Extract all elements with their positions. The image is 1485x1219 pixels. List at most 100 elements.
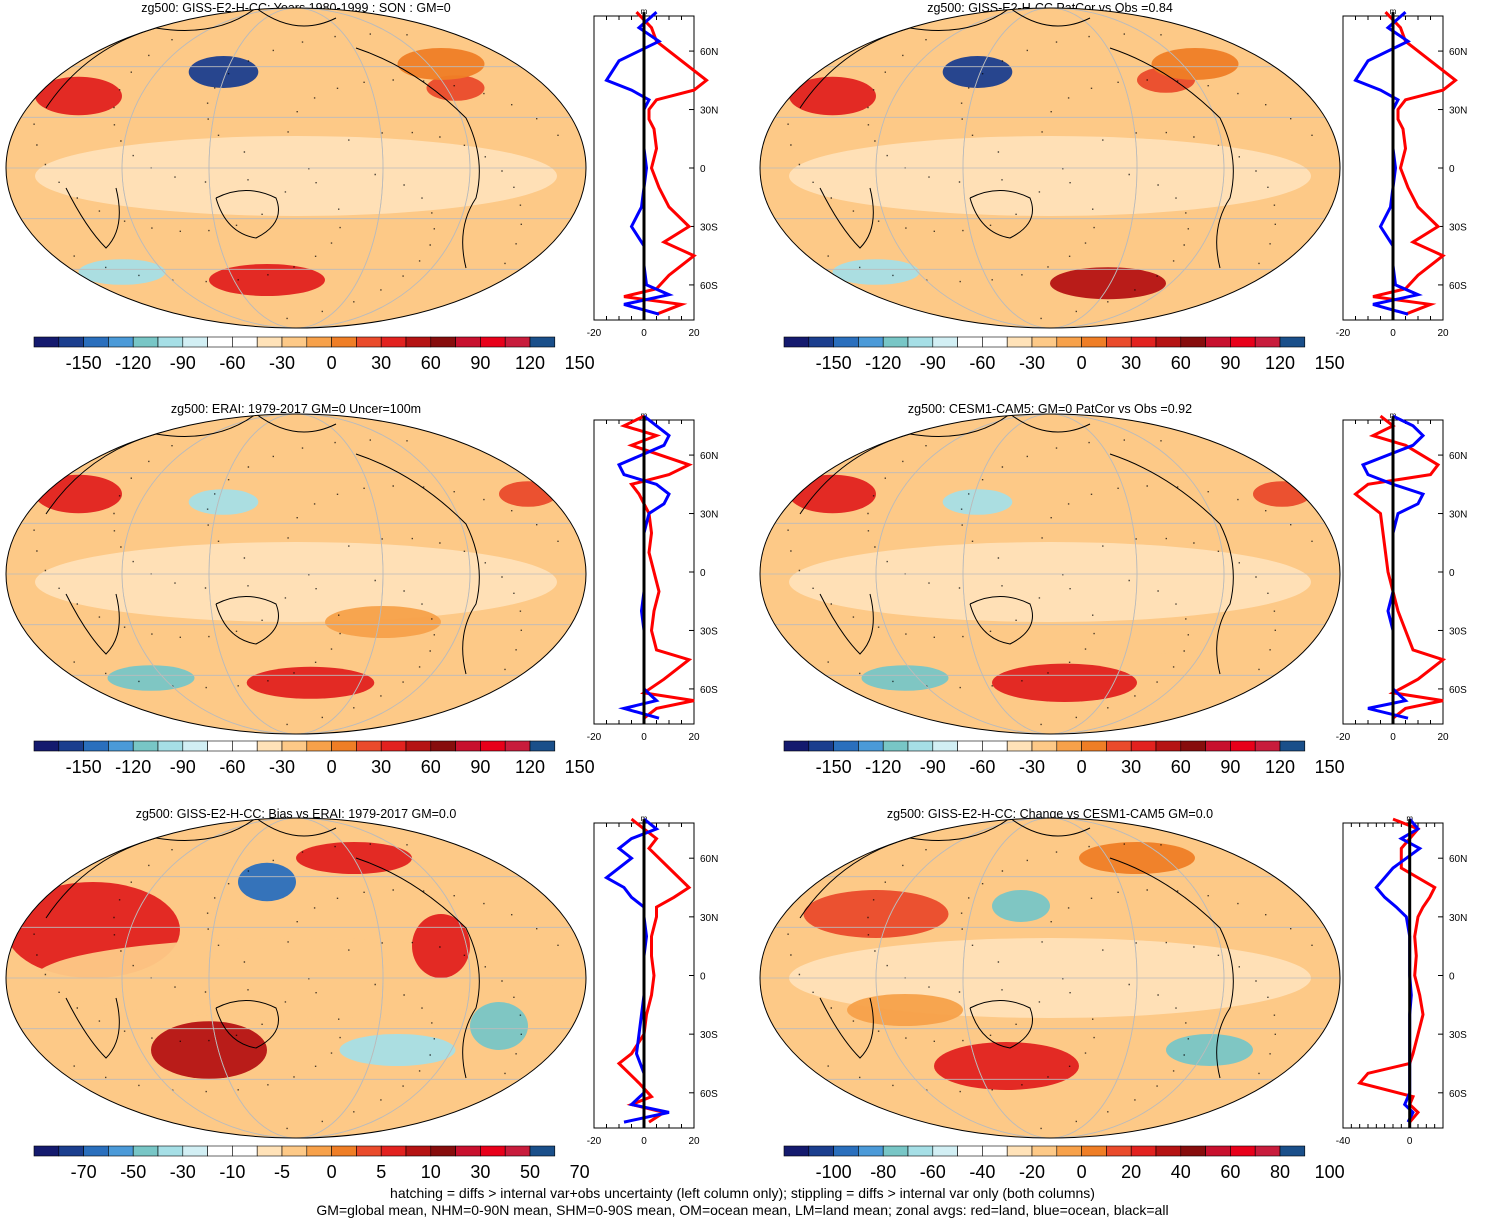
zonal-lat-label: 30S — [1449, 222, 1467, 233]
field-blob — [35, 136, 557, 216]
zonal-lat-label: 30N — [700, 510, 718, 521]
colorbar-swatch — [1081, 336, 1107, 348]
colorbar-label: -90 — [920, 353, 946, 373]
colorbar-label: -60 — [920, 1162, 946, 1182]
graticule-lon — [875, 8, 1225, 328]
field-blob — [803, 890, 949, 938]
zonal-x-tick-label: 0 — [641, 1136, 647, 1147]
coastlines — [799, 8, 1234, 269]
colorbar-label: 30 — [1121, 353, 1141, 373]
zonal-lat-label: 30N — [1449, 913, 1467, 924]
zonal-lat-label: 30N — [1449, 106, 1467, 117]
zonal-line-land — [623, 11, 709, 316]
colorbar-swatch — [331, 336, 357, 348]
zonal-unit-label: m — [641, 411, 648, 420]
colorbar-swatch — [982, 336, 1008, 348]
colorbar-swatch — [1254, 336, 1281, 348]
graticule-lon — [121, 414, 471, 734]
zonal-lat-label: 60S — [1449, 1089, 1467, 1100]
zonal-lat-label: 0 — [700, 568, 706, 579]
colorbar-label: 30 — [371, 353, 391, 373]
field-blob — [861, 665, 949, 691]
zonal-x-tick-label: -20 — [587, 328, 602, 339]
world-map — [759, 413, 1341, 735]
colorbar-swatch — [808, 336, 834, 348]
colorbar-swatch — [306, 1145, 332, 1157]
colorbar-swatch — [256, 336, 283, 348]
colorbar-label: -60 — [219, 353, 245, 373]
colorbar-label: -70 — [71, 1162, 97, 1182]
colorbar-label: 50 — [520, 1162, 540, 1182]
field-blob — [1166, 1034, 1253, 1066]
colorbar-swatch — [405, 740, 432, 752]
zonal-mean-plot: -20 0 20 m 60N 30N 0 30S 60S — [1336, 7, 1468, 339]
colorbar-swatch — [932, 1145, 958, 1157]
colorbar-swatch — [1031, 336, 1058, 348]
zonal-lat-label: 30N — [700, 106, 718, 117]
field-blob — [426, 75, 485, 101]
zonal-lat-label: 0 — [700, 164, 706, 175]
colorbar-label: 150 — [1315, 757, 1345, 777]
colorbar-swatch — [306, 336, 332, 348]
zonal-mean-plot: -20 0 20 m 60N 30N 0 30S 60S — [587, 814, 719, 1147]
zonal-lat-label: 30N — [1449, 510, 1467, 521]
colorbar-swatch — [207, 336, 233, 348]
colorbar-label: 120 — [1265, 757, 1295, 777]
colorbar-swatch — [331, 1145, 357, 1157]
colorbar-swatch — [480, 1145, 506, 1157]
field-blob — [151, 1021, 267, 1079]
colorbar-swatch — [982, 1145, 1008, 1157]
field-blob — [789, 76, 876, 116]
field-blob — [35, 76, 122, 116]
field-blob — [847, 994, 963, 1026]
map-border — [5, 817, 587, 1139]
colorbar-swatch — [833, 740, 859, 752]
colorbar-swatch — [1006, 740, 1033, 752]
colorbar: -150 -120 -90 -60 -30 0 30 60 90 120 150 — [783, 740, 1345, 777]
zonal-unit-label: m — [641, 7, 648, 16]
colorbar-label: -120 — [865, 757, 901, 777]
field-blob — [942, 489, 1013, 515]
field-blob — [78, 259, 166, 285]
colorbar-label: 60 — [421, 757, 441, 777]
colorbar-swatch — [529, 336, 556, 348]
zonal-lat-label: 60S — [1449, 685, 1467, 696]
zonal-x-tick-label: -20 — [1336, 328, 1351, 339]
zonal-lat-label: 60N — [700, 854, 718, 865]
field-blob — [934, 1042, 1079, 1090]
colorbar-label: -60 — [969, 757, 995, 777]
zonal-x-tick-label: 0 — [641, 732, 647, 743]
zonal-unit-label: m — [1390, 411, 1397, 420]
colorbar-swatch — [157, 336, 184, 348]
world-map — [759, 817, 1341, 1139]
colorbar-swatch — [132, 740, 159, 752]
colorbar-swatch — [882, 1145, 909, 1157]
colorbar-swatch — [83, 336, 109, 348]
zonal-lat-label: 30S — [1449, 1030, 1467, 1041]
panel-title: zg500: ERAI: 1979-2017 GM=0 Uncer=100m — [171, 402, 421, 416]
colorbar-label: -30 — [1019, 757, 1045, 777]
colorbar-label: 60 — [1171, 353, 1191, 373]
zonal-line-ocean — [604, 10, 674, 316]
colorbar-swatch — [207, 740, 233, 752]
zonal-line-ocean — [1353, 10, 1423, 316]
coastlines — [45, 818, 480, 1079]
coastlines — [45, 414, 480, 675]
footer-line-2: GM=global mean, NHM=0-90N mean, SHM=0-90… — [316, 1202, 1169, 1218]
colorbar-swatch — [405, 336, 432, 348]
zonal-x-tick-label: 0 — [1390, 328, 1396, 339]
colorbar-label: -120 — [115, 757, 151, 777]
colorbar-label: -30 — [170, 1162, 196, 1182]
colorbar-label: 90 — [1220, 353, 1240, 373]
field-blob — [1151, 48, 1239, 80]
colorbar-swatch — [83, 1145, 109, 1157]
colorbar-label: 120 — [515, 757, 545, 777]
colorbar-swatch — [356, 336, 382, 348]
zonal-lat-label: 30N — [700, 913, 718, 924]
colorbar-swatch — [33, 336, 60, 348]
colorbar-swatch — [108, 336, 134, 348]
colorbar-swatch — [1279, 336, 1306, 348]
colorbar-swatch — [783, 336, 810, 348]
colorbar-label: -100 — [816, 1162, 852, 1182]
map-border — [5, 7, 587, 329]
